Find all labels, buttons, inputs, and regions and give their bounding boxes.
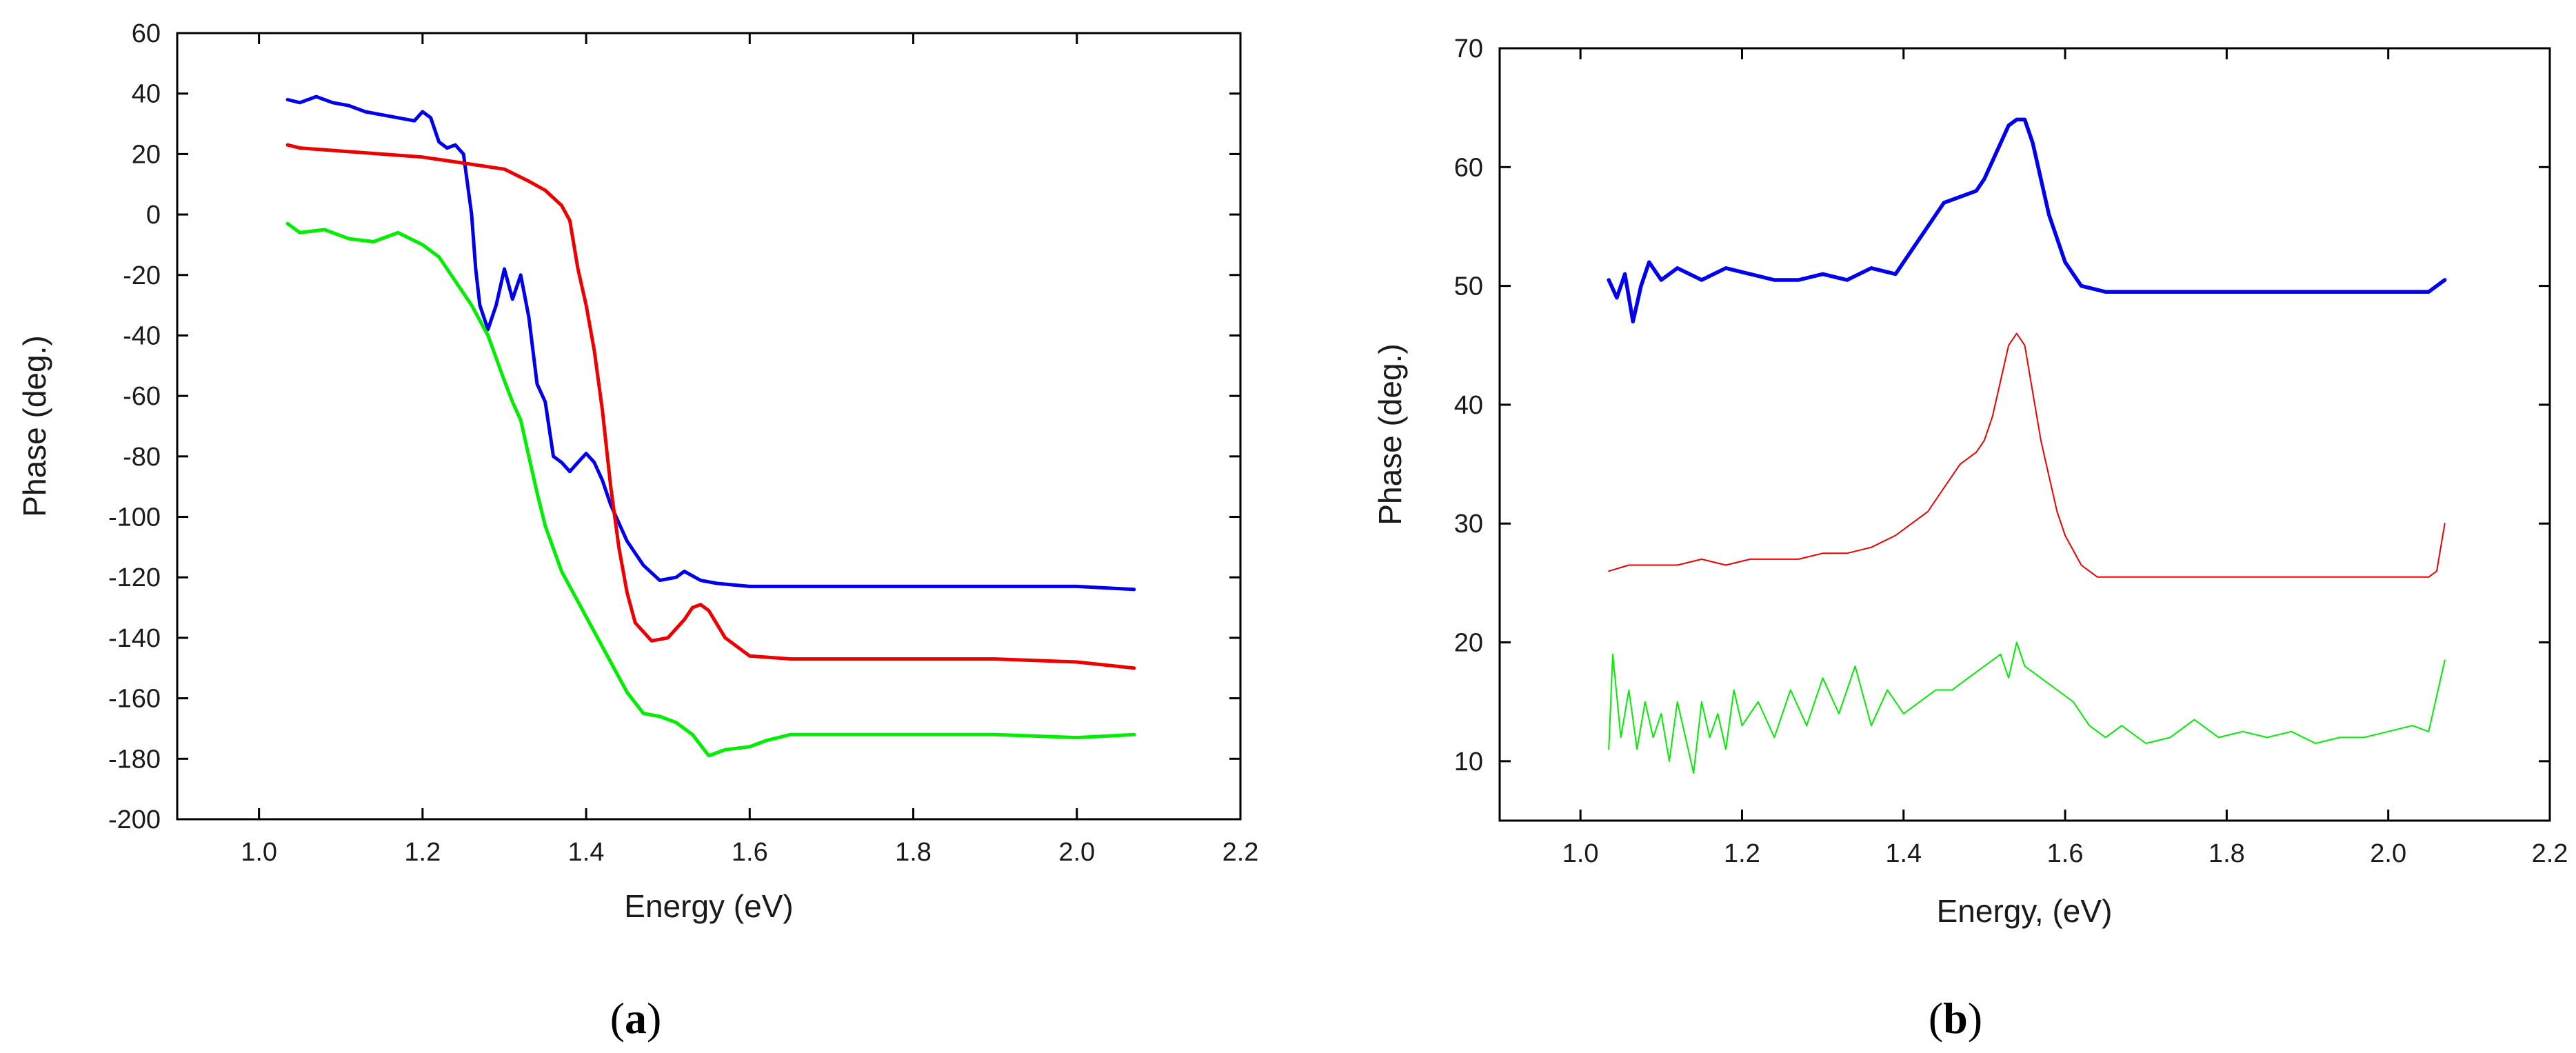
panel-b-y-tick-label: 40 xyxy=(1454,391,1483,420)
panel-a-y-axis-title: Phase (deg.) xyxy=(17,335,52,517)
panel-a-series-red-line xyxy=(285,143,1136,670)
panel-b-caption-letter: b xyxy=(1943,994,1968,1043)
panel-a-x-tick-label: 1.2 xyxy=(404,838,441,867)
panel-a-y-tick-label: 40 xyxy=(132,80,161,109)
panel-a-y-tick-label: -160 xyxy=(108,685,161,714)
panel-a-y-tick-label: -180 xyxy=(108,745,161,774)
panel-a-plot-frame xyxy=(176,32,1242,821)
panel-a-x-axis-title: Energy (eV) xyxy=(624,888,793,924)
panel-b-x-axis-title: Energy, (eV) xyxy=(1937,893,2113,929)
panel-a-y-tick-label: -20 xyxy=(123,261,161,290)
panel-a-y-tick-label: -40 xyxy=(123,321,161,350)
panel-b-y-tick-label: 30 xyxy=(1454,510,1483,539)
panel-a-y-tick-label: -140 xyxy=(108,624,161,653)
panel-a-y-tick-label: 60 xyxy=(132,19,161,48)
panel-b-series-blue-line xyxy=(1607,117,2447,324)
panel-a-x-axis: 1.0 1.2 1.4 1.6 1.8 2.0 2.2 xyxy=(241,33,1258,867)
panel-a-x-tick-label: 1.0 xyxy=(241,838,277,867)
panel-a-y-tick-label: 0 xyxy=(146,201,161,230)
panel-a-y-tick-label: -60 xyxy=(123,382,161,411)
panel-b-series-green-line xyxy=(1608,641,2446,774)
panel-a-y-tick-label: -100 xyxy=(108,503,161,532)
panel-b-y-tick-label: 70 xyxy=(1454,34,1483,63)
panel-a-x-tick-label: 1.8 xyxy=(895,838,932,867)
panel-b-x-tick-label: 2.0 xyxy=(2370,839,2406,868)
panel-a: -200-180-160-140-120-100-80-60-40-200204… xyxy=(17,19,1258,1043)
panel-a-caption: (a) xyxy=(610,994,662,1043)
panel-a-y-tick-label: -80 xyxy=(123,443,161,472)
panel-a-x-tick-label: 2.2 xyxy=(1222,838,1259,867)
panel-a-y-tick-label: 20 xyxy=(132,140,161,169)
panel-a-x-tick-label: 1.6 xyxy=(732,838,768,867)
panel-b-plot-frame xyxy=(1498,47,2551,822)
panel-b-y-tick-label: 20 xyxy=(1454,629,1483,658)
panel-a-x-tick-label: 1.4 xyxy=(568,838,605,867)
panel-b-y-tick-label: 50 xyxy=(1454,272,1483,301)
panel-b-x-tick-label: 2.2 xyxy=(2532,839,2568,868)
panel-a-series-blue-line xyxy=(285,94,1136,592)
panel-b-series-red-line xyxy=(1608,332,2446,578)
panel-b-x-tick-label: 1.4 xyxy=(1885,839,1922,868)
panel-b-y-axis: 10 20 30 40 50 60 70 xyxy=(1454,34,2550,776)
panel-b-x-tick-label: 1.6 xyxy=(2047,839,2084,868)
panel-a-y-tick-label: -200 xyxy=(108,805,161,834)
panel-b-y-tick-label: 10 xyxy=(1454,748,1483,776)
panel-b-x-tick-label: 1.0 xyxy=(1562,839,1599,868)
panel-a-series-green-line xyxy=(285,221,1136,758)
panel-a-caption-letter: a xyxy=(625,994,647,1043)
panel-a-y-tick-label: -120 xyxy=(108,563,161,592)
panel-b-y-axis-title: Phase (deg.) xyxy=(1372,343,1408,525)
panel-b: 10 20 30 40 50 60 70 1.0 1.2 1.4 1.6 1.8 2.0 2.2 Ene… xyxy=(1372,34,2568,1043)
panel-b-caption: (b) xyxy=(1929,994,1982,1043)
panel-b-series-group xyxy=(1607,117,2447,774)
panel-a-y-axis: -200-180-160-140-120-100-80-60-40-200204… xyxy=(108,19,1240,834)
panel-a-series-group xyxy=(285,94,1136,758)
panel-b-y-tick-label: 60 xyxy=(1454,153,1483,182)
panel-b-x-tick-label: 1.8 xyxy=(2208,839,2245,868)
panel-a-x-tick-label: 2.0 xyxy=(1058,838,1095,867)
panel-b-x-tick-label: 1.2 xyxy=(1724,839,1760,868)
panel-b-x-axis: 1.0 1.2 1.4 1.6 1.8 2.0 2.2 xyxy=(1562,48,2568,868)
